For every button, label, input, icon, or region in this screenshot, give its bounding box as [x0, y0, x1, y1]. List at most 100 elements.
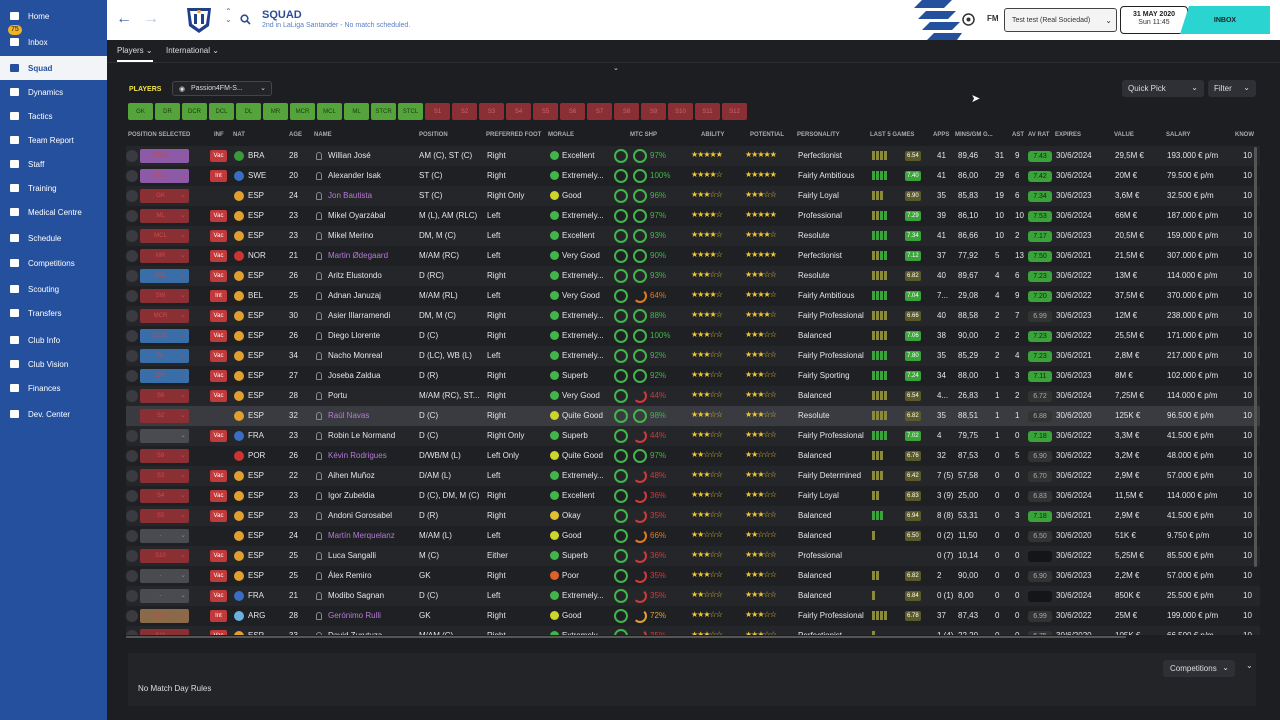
position-select-dropdown[interactable]: ML ⌄ [140, 209, 189, 223]
column-header-name[interactable]: NAME [314, 132, 332, 138]
position-select-dropdown[interactable]: DCR ⌄ [140, 329, 189, 343]
row-select-toggle[interactable] [126, 410, 138, 422]
position-select-dropdown[interactable]: S3 ⌄ [140, 469, 189, 483]
table-row[interactable]: STCL ⌄ Int SWE 20 Alexander Isak ST (C) Right Ex… [126, 166, 1260, 186]
row-select-toggle[interactable] [126, 630, 138, 635]
table-row[interactable]: S3 ⌄ Vac ESP 22 Aihen Muñoz D/AM (L) Left Extrem… [126, 466, 1260, 486]
sidebar-item-medical-centre[interactable]: Medical Centre [0, 200, 107, 224]
position-button-s4[interactable]: S4 [506, 103, 531, 120]
row-select-toggle[interactable] [126, 490, 138, 502]
tab-international[interactable]: International ⌄ [166, 46, 219, 55]
column-header-salary[interactable]: SALARY [1166, 132, 1191, 138]
sidebar-item-inbox[interactable]: 75 Inbox [0, 25, 107, 54]
player-name[interactable]: Martín Merquelanz [328, 531, 395, 540]
row-select-toggle[interactable] [126, 290, 138, 302]
column-header-value[interactable]: VALUE [1114, 132, 1134, 138]
row-select-toggle[interactable] [126, 310, 138, 322]
sidebar-item-team-report[interactable]: Team Report [0, 128, 107, 152]
column-header-morale[interactable]: MORALE [548, 132, 574, 138]
competitions-dropdown[interactable]: Competitions ⌄ [1163, 660, 1235, 677]
sidebar-item-training[interactable]: Training [0, 176, 107, 200]
column-header-know[interactable]: KNOW [1235, 132, 1254, 138]
player-name[interactable]: Willian José [328, 151, 371, 160]
column-header-apps[interactable]: APPS [933, 132, 950, 138]
position-select-dropdown[interactable]: S10 ⌄ [140, 549, 189, 563]
player-name[interactable]: Modibo Sagnan [328, 591, 385, 600]
position-button-s9[interactable]: S9 [641, 103, 666, 120]
column-header-mtc-shp[interactable]: MTC SHP [630, 132, 657, 138]
column-header-nat[interactable]: NAT [233, 132, 245, 138]
table-row[interactable]: GK ⌄ ESP 24 Jon Bautista ST (C) Right Only Good… [126, 186, 1260, 206]
player-name[interactable]: Aritz Elustondo [328, 271, 382, 280]
position-button-stcr[interactable]: STCR [371, 103, 396, 120]
quick-pick-button[interactable]: Quick Pick ⌄ [1122, 80, 1204, 97]
row-select-toggle[interactable] [126, 450, 138, 462]
position-button-mcr[interactable]: MCR [290, 103, 315, 120]
sidebar-item-staff[interactable]: Staff [0, 152, 107, 176]
player-name[interactable]: Martin Ødegaard [328, 251, 389, 260]
view-selector[interactable]: ◉ Passion4FM-S... ⌄ [172, 81, 272, 96]
position-button-gk[interactable]: GK [128, 103, 153, 120]
date-box[interactable]: 31 MAY 2020 Sun 11:45 [1120, 6, 1188, 34]
position-button-s8[interactable]: S8 [614, 103, 639, 120]
position-select-dropdown[interactable]: GK ⌄ [140, 609, 189, 623]
table-row[interactable]: DCR ⌄ Vac ESP 26 Diego Llorente D (C) Right Extr… [126, 326, 1260, 346]
player-name[interactable]: Mikel Oyarzábal [328, 211, 386, 220]
position-button-s6[interactable]: S6 [560, 103, 585, 120]
column-header-ability[interactable]: ABILITY [701, 132, 725, 138]
column-header-position[interactable]: POSITION [419, 132, 448, 138]
row-select-toggle[interactable] [126, 530, 138, 542]
column-header-preferred-foot[interactable]: PREFERRED FOOT [486, 132, 542, 138]
filter-button[interactable]: Filter ⌄ [1208, 80, 1256, 97]
position-select-dropdown[interactable]: MR ⌄ [140, 249, 189, 263]
position-button-dr[interactable]: DR [155, 103, 180, 120]
sidebar-item-competitions[interactable]: Competitions [0, 251, 107, 275]
table-row[interactable]: STCR ⌄ Vac BRA 28 Willian José AM (C), ST (C) R… [126, 146, 1260, 166]
position-select-dropdown[interactable]: S4 ⌄ [140, 489, 189, 503]
column-header-inf[interactable]: INF [214, 132, 224, 138]
manager-dropdown[interactable]: Test test (Real Sociedad) ⌄ [1004, 8, 1117, 32]
row-select-toggle[interactable] [126, 370, 138, 382]
player-name[interactable]: Mikel Merino [328, 231, 374, 240]
player-name[interactable]: Álex Remiro [328, 571, 372, 580]
column-header-position-selected[interactable]: POSITION SELECTED [128, 132, 191, 138]
position-select-dropdown[interactable]: - ⌄ [140, 529, 189, 543]
position-select-dropdown[interactable]: S8 ⌄ [140, 449, 189, 463]
player-name[interactable]: Nacho Monreal [328, 351, 383, 360]
position-button-stcl[interactable]: STCL [398, 103, 423, 120]
tab-players[interactable]: Players ⌄ [117, 46, 153, 62]
column-header-potential[interactable]: POTENTIAL [750, 132, 784, 138]
inbox-continue-button[interactable]: INBOX [1180, 6, 1270, 34]
row-select-toggle[interactable] [126, 250, 138, 262]
sidebar-item-scouting[interactable]: Scouting [0, 277, 107, 301]
sort-chevron-icon[interactable]: ⌄ [613, 65, 619, 72]
column-header-expires[interactable]: EXPIRES [1055, 132, 1082, 138]
position-button-dcl[interactable]: DCL [209, 103, 234, 120]
position-select-dropdown[interactable]: - ⌄ [140, 569, 189, 583]
expand-chevron-icon[interactable]: ⌄ [1246, 661, 1253, 670]
player-name[interactable]: David Zurutuza [328, 631, 382, 635]
table-row[interactable]: S8 ⌄ POR 26 Kévin Rodrigues D/WB/M (L) Left On… [126, 446, 1260, 466]
table-row[interactable]: SW ⌄ Int BEL 25 Adnan Januzaj M/AM (RL) Left Ver… [126, 286, 1260, 306]
position-button-dl[interactable]: DL [236, 103, 261, 120]
table-row[interactable]: MR ⌄ Vac NOR 21 Martin Ødegaard M/AM (RC) Left V… [126, 246, 1260, 266]
column-header-av-rat[interactable]: AV RAT [1028, 132, 1050, 138]
table-row[interactable]: DL ⌄ Vac ESP 34 Nacho Monreal D (LC), WB (L) Le… [126, 346, 1260, 366]
position-button-s11[interactable]: S11 [695, 103, 720, 120]
player-name[interactable]: Gerónimo Rulli [328, 611, 381, 620]
player-name[interactable]: Igor Zubeldia [328, 491, 375, 500]
table-row[interactable]: MCR ⌄ Vac ESP 30 Asier Illarramendi DM, M (C) R… [126, 306, 1260, 326]
sidebar-item-dev-center[interactable]: Dev. Center [0, 402, 107, 426]
position-select-dropdown[interactable]: MCL ⌄ [140, 229, 189, 243]
column-header-age[interactable]: AGE [289, 132, 303, 138]
sidebar-item-club-vision[interactable]: Club Vision [0, 352, 107, 376]
column-header-last-games[interactable]: LAST 5 GAMES [870, 132, 915, 138]
position-select-dropdown[interactable]: S11 ⌄ [140, 629, 189, 635]
player-name[interactable]: Raúl Navas [328, 411, 370, 420]
search-icon[interactable] [240, 14, 251, 25]
row-select-toggle[interactable] [126, 550, 138, 562]
table-row[interactable]: - ⌄ Vac FRA 21 Modibo Sagnan D (C) Left Extremel… [126, 586, 1260, 606]
table-row[interactable]: S4 ⌄ Vac ESP 23 Igor Zubeldia D (C), DM, M (C)… [126, 486, 1260, 506]
back-arrow-icon[interactable]: ← [116, 10, 132, 27]
vertical-scrollbar[interactable] [1254, 147, 1257, 567]
